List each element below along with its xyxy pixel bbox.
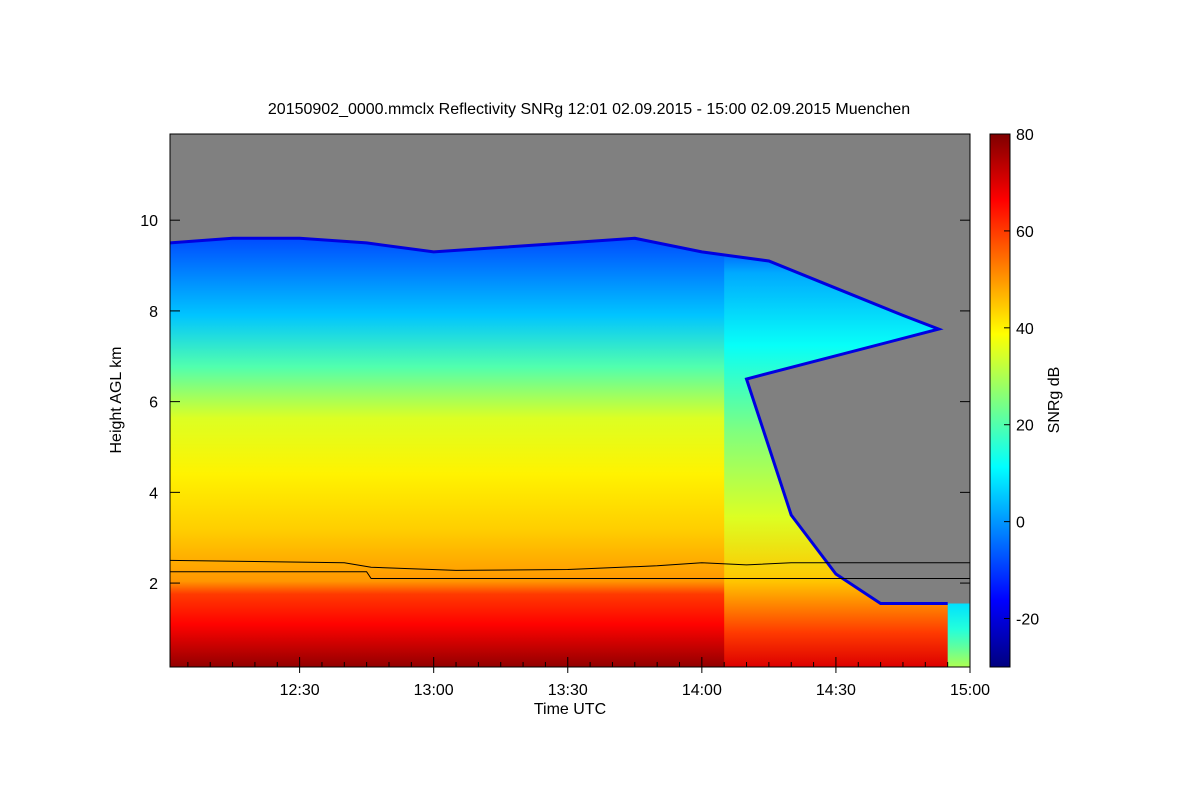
- x-axis: 12:30 13:00 13:30 14:00 14:30 15:00: [187, 657, 990, 699]
- y-tick-label: 10: [140, 213, 158, 230]
- series-line-2: [170, 571, 970, 579]
- colorbar-tick-label: 80: [1016, 127, 1034, 144]
- y-tick-label: 2: [149, 576, 158, 593]
- dissipation-region: [947, 603, 970, 667]
- colorbar-tick-label: 20: [1016, 418, 1034, 435]
- y-tick-label: 6: [149, 395, 158, 412]
- y-tick-label: 8: [149, 304, 158, 321]
- colorbar-tick-label: 0: [1016, 515, 1025, 532]
- echo-region-late: [724, 254, 948, 667]
- x-tick-label: 13:00: [414, 682, 454, 699]
- x-tick-label: 13:30: [548, 682, 588, 699]
- x-tick-label: 15:00: [950, 682, 990, 699]
- x-axis-label: Time UTC: [534, 701, 606, 718]
- colorbar: -20 0 20 40 60 80: [989, 127, 1039, 668]
- x-tick-label: 12:30: [280, 682, 320, 699]
- colorbar-ticks: -20 0 20 40 60 80: [1004, 127, 1039, 629]
- y-axis-label: Height AGL km: [108, 346, 125, 453]
- colorbar-tick-label: 40: [1016, 321, 1034, 338]
- series-line-1: [170, 559, 970, 571]
- y-axis: 2 4 6 8 10: [140, 213, 970, 593]
- x-tick-label: 14:00: [682, 682, 722, 699]
- y-tick-label: 4: [149, 485, 158, 502]
- colorbar-scale: [989, 133, 1011, 668]
- chart-title: 20150902_0000.mmclx Reflectivity SNRg 12…: [268, 101, 910, 118]
- cloud-top-edge: [170, 236, 948, 605]
- plot-area: [170, 134, 970, 667]
- colorbar-tick-label: 60: [1016, 224, 1034, 241]
- colorbar-tick-label: -20: [1016, 612, 1039, 629]
- colorbar-label: SNRg dB: [1046, 367, 1063, 434]
- x-tick-label: 14:30: [816, 682, 856, 699]
- plot-frame: [169, 133, 971, 668]
- lines: [170, 559, 970, 579]
